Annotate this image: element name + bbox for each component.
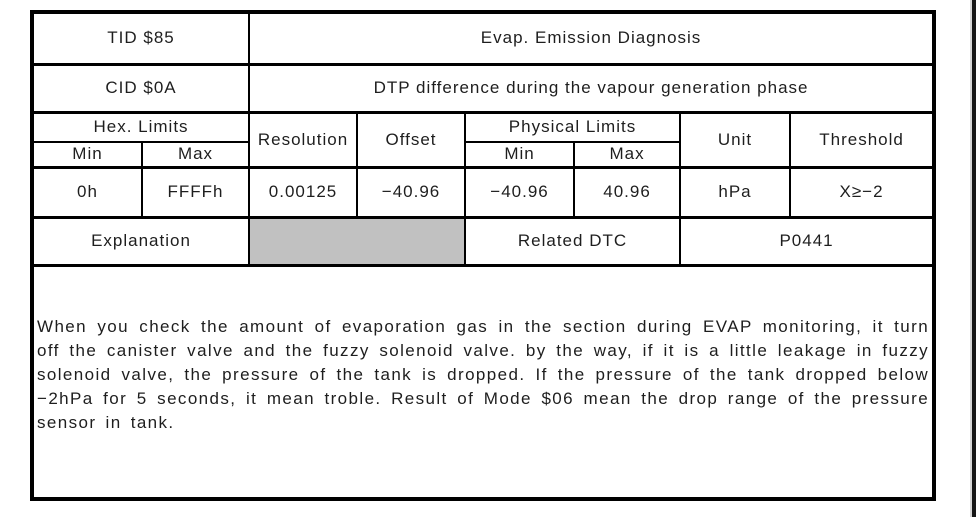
physical-max-header-cell: Max [573,141,682,168]
tid-value-cell: Evap. Emission Diagnosis [248,11,936,65]
shaded-cell [248,215,467,266]
hex-min-value-cell: 0h [31,165,143,218]
explanation-label-cell: Explanation [30,215,251,266]
diagnostic-spec-table: TID $85 Evap. Emission Diagnosis CID $0A… [30,10,937,501]
related-dtc-label-cell: Related DTC [464,215,682,266]
table-row-header-groups: Hex. Limits Resolution Offset Physical L… [30,110,936,168]
hex-limits-header-cell: Hex. Limits [30,110,251,143]
resolution-header-cell: Resolution [248,110,359,168]
offset-value-cell: −40.96 [356,165,467,218]
threshold-value-cell: X≥−2 [789,165,936,218]
hex-min-header-cell: Min [31,141,143,168]
physical-min-value-cell: −40.96 [464,165,576,218]
related-dtc-value-cell: P0441 [679,215,936,266]
table-row-explanation-header: Explanation Related DTC P0441 [30,215,936,266]
page-edge-line [970,0,976,517]
hex-max-header-cell: Max [140,141,251,168]
tid-label-cell: TID $85 [30,11,251,65]
cid-label-cell: CID $0A [30,62,251,113]
table-row-header-minmax: Min Max Min Max [31,141,934,168]
explanation-text: When you check the amount of evaporation… [30,263,936,500]
physical-max-value-cell: 40.96 [573,165,682,218]
unit-value-cell: hPa [679,165,792,218]
resolution-value-cell: 0.00125 [248,165,359,218]
table-row-values: 0h FFFFh 0.00125 −40.96 −40.96 40.96 hPa… [31,165,936,218]
cid-value-cell: DTP difference during the vapour generat… [248,62,936,113]
unit-header-cell: Unit [679,110,792,168]
physical-min-header-cell: Min [464,141,576,168]
hex-max-value-cell: FFFFh [140,165,251,218]
table-row-cid: CID $0A DTP difference during the vapour… [30,62,936,113]
physical-limits-header-cell: Physical Limits [464,110,682,143]
table-row-tid: TID $85 Evap. Emission Diagnosis [30,11,936,65]
threshold-header-cell: Threshold [789,110,936,168]
table-row-explanation-text: When you check the amount of evaporation… [30,263,936,500]
offset-header-cell: Offset [356,110,467,168]
